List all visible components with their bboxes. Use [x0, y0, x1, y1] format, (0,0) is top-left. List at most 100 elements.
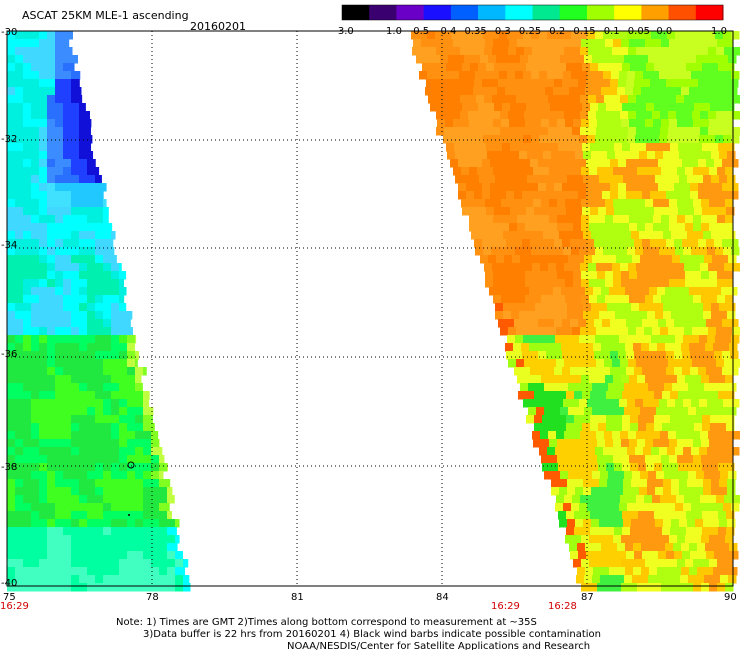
data-cell	[643, 31, 652, 40]
data-cell	[682, 79, 691, 88]
data-cell	[533, 199, 542, 208]
data-cell	[23, 375, 32, 384]
data-cell	[720, 55, 729, 64]
data-cell	[524, 127, 533, 136]
data-cell	[151, 583, 160, 592]
data-cell	[550, 63, 559, 72]
data-cell	[562, 319, 571, 328]
data-cell	[620, 263, 629, 272]
data-cell	[39, 79, 48, 88]
data-cell	[709, 583, 718, 592]
data-cell	[608, 383, 617, 392]
data-cell	[643, 71, 652, 80]
data-cell	[159, 471, 164, 480]
data-cell	[63, 495, 72, 504]
data-cell	[700, 495, 709, 504]
data-cell	[546, 79, 555, 88]
data-cell	[732, 95, 740, 104]
data-cell	[685, 215, 694, 224]
data-cell	[605, 559, 614, 568]
data-cell	[119, 335, 128, 344]
data-cell	[516, 47, 525, 56]
data-cell	[686, 391, 695, 400]
data-cell	[649, 87, 658, 96]
data-cell	[605, 215, 614, 224]
data-cell	[650, 191, 659, 200]
data-cell	[655, 479, 664, 488]
data-cell	[87, 183, 96, 192]
data-cell	[450, 79, 459, 88]
data-cell	[645, 199, 654, 208]
data-cell	[15, 407, 24, 416]
data-cell	[690, 239, 699, 248]
data-cell	[569, 87, 578, 96]
data-cell	[558, 463, 567, 472]
data-cell	[659, 135, 668, 144]
data-cell	[573, 375, 582, 384]
data-cell	[79, 415, 88, 424]
data-cell	[526, 391, 535, 400]
data-cell	[715, 135, 724, 144]
data-cell	[103, 255, 112, 264]
time-label-left: 16:29	[0, 601, 29, 612]
data-cell	[39, 95, 48, 104]
data-cell	[725, 439, 734, 448]
data-cell	[564, 359, 573, 368]
data-cell	[525, 375, 534, 384]
data-cell	[653, 215, 662, 224]
data-cell	[522, 79, 531, 88]
data-cell	[611, 447, 620, 456]
data-cell	[540, 327, 549, 336]
data-cell	[539, 135, 548, 144]
data-cell	[79, 567, 88, 576]
data-cell	[572, 359, 581, 368]
data-cell	[87, 223, 96, 232]
data-cell	[466, 191, 475, 200]
data-cell	[79, 239, 88, 248]
data-cell	[509, 271, 518, 280]
data-cell	[701, 375, 710, 384]
data-cell	[47, 551, 56, 560]
data-cell	[55, 503, 64, 512]
data-cell	[716, 127, 725, 136]
data-cell	[700, 127, 709, 136]
data-cell	[135, 583, 144, 592]
data-cell	[563, 135, 572, 144]
data-cell	[7, 223, 16, 232]
data-cell	[71, 263, 80, 272]
data-cell	[676, 327, 685, 336]
data-cell	[39, 367, 48, 376]
data-cell	[616, 575, 625, 584]
data-cell	[589, 439, 598, 448]
data-cell	[468, 95, 477, 104]
data-cell	[87, 143, 92, 152]
data-cell	[39, 143, 48, 152]
colorbar-tick-label: -0.1	[600, 26, 620, 37]
data-cell	[622, 423, 631, 432]
data-cell	[525, 215, 534, 224]
data-cell	[127, 559, 136, 568]
data-cell	[39, 119, 48, 128]
data-cell	[79, 575, 88, 584]
data-cell	[31, 487, 40, 496]
data-cell	[575, 175, 584, 184]
data-cell	[79, 263, 88, 272]
data-cell	[119, 407, 128, 416]
data-cell	[95, 223, 104, 232]
data-cell	[39, 479, 48, 488]
data-cell	[127, 495, 136, 504]
data-cell	[589, 271, 598, 280]
data-cell	[636, 47, 645, 56]
data-cell	[681, 543, 690, 552]
data-cell	[654, 103, 663, 112]
data-cell	[103, 247, 112, 256]
data-cell	[7, 535, 16, 544]
data-cell	[111, 319, 120, 328]
data-cell	[119, 583, 128, 592]
data-cell	[478, 207, 487, 216]
data-cell	[558, 207, 567, 216]
data-cell	[639, 519, 648, 528]
data-cell	[475, 247, 484, 256]
data-cell	[524, 95, 533, 104]
data-cell	[574, 143, 583, 152]
